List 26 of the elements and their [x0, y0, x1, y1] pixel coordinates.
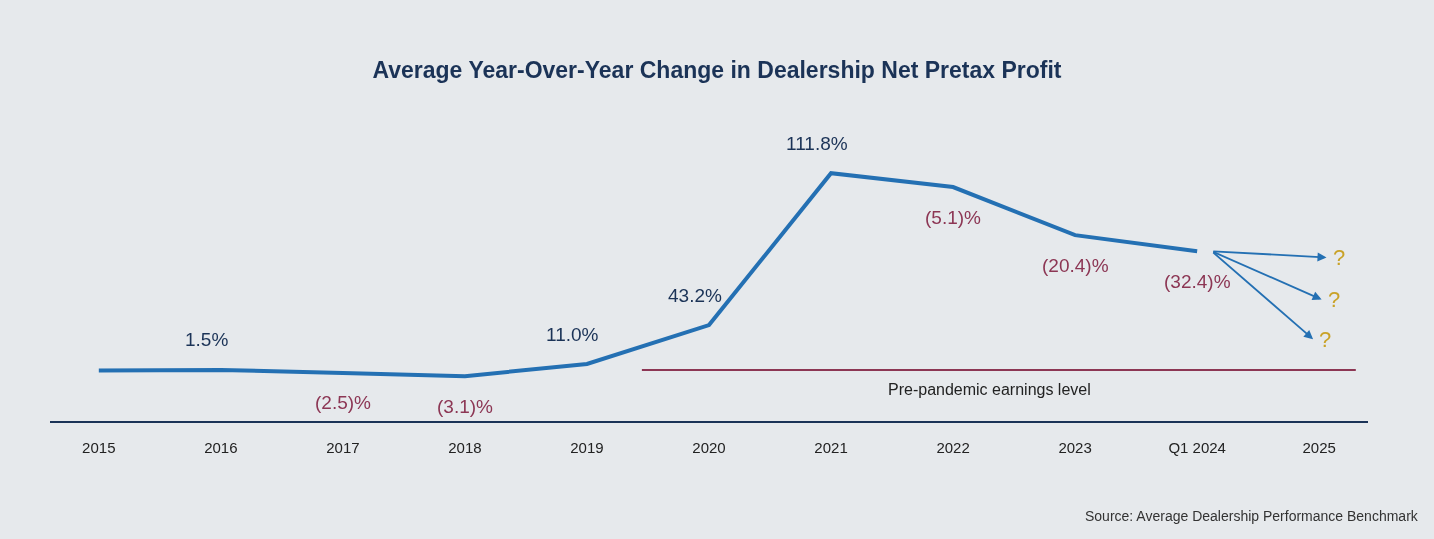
x-tick-label: 2018 — [448, 439, 482, 456]
x-tick-label: Q1 2024 — [1168, 439, 1226, 456]
annotation: 11.0% — [546, 324, 599, 345]
annotation: (20.4)% — [1042, 255, 1109, 276]
annotation: 43.2% — [668, 285, 722, 306]
annotation: (2.5)% — [315, 392, 372, 413]
x-tick-label: 2023 — [1058, 439, 1092, 456]
x-tick-label: 2021 — [814, 439, 848, 456]
annotation: 111.8% — [786, 133, 848, 154]
annotation: ? — [1328, 287, 1341, 312]
x-tick-label: 2020 — [692, 439, 726, 456]
annotation: ? — [1333, 245, 1346, 270]
x-tick-label: 2025 — [1302, 439, 1336, 456]
x-tick-label: 2016 — [204, 439, 238, 456]
x-tick-label: 2019 — [570, 439, 604, 456]
x-tick-label: 2022 — [936, 439, 970, 456]
source-note: Source: Average Dealership Performance Benchmark — [1085, 508, 1419, 524]
ref-line-label: Pre-pandemic earnings level — [888, 381, 1091, 398]
chart-title: Average Year-Over-Year Change in Dealership Net Pretax Profit — [372, 57, 1062, 84]
x-tick-label: 2017 — [326, 439, 360, 456]
annotation: (3.1)% — [437, 396, 494, 417]
annotation: 1.5% — [185, 329, 229, 350]
annotation: ? — [1319, 327, 1332, 352]
x-tick-label: 2015 — [82, 439, 116, 456]
annotation: (5.1)% — [925, 207, 982, 228]
annotation: (32.4)% — [1164, 271, 1231, 292]
